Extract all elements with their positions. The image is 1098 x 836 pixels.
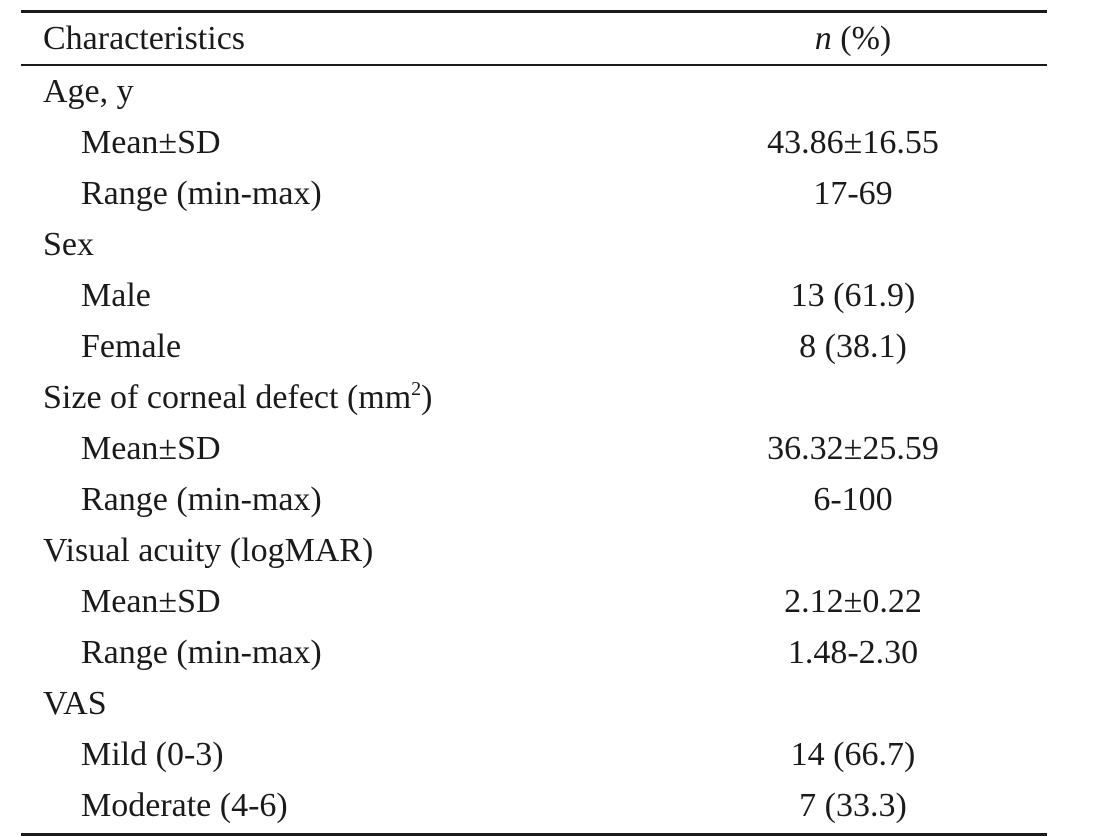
row-label: VAS [43,684,107,722]
table-row: Range (min-max) 1.48-2.30 [21,627,1047,678]
table-row: Mean±SD 36.32±25.59 [21,423,1047,474]
row-value: 7 (33.3) [799,786,907,824]
table-row-corneal-defect: Size of corneal defect (mm2) [21,372,1047,423]
table-row-vas: VAS [21,678,1047,729]
row-value: 1.48-2.30 [787,633,919,671]
row-value: 13 (61.9) [790,276,916,314]
header-row: Characteristics n (%) [21,13,1047,64]
header-percent: (%) [840,19,892,57]
row-label: Range (min-max) [81,480,322,518]
row-value: 6-100 [813,480,893,518]
row-label: Mean±SD [81,429,221,467]
row-label: Mean±SD [81,123,221,161]
row-label: Female [81,327,182,365]
table-row: Range (min-max) 17-69 [21,168,1047,219]
row-label: Mean±SD [81,582,221,620]
header-n-percent: n (%) [659,19,1047,57]
row-label: Mild (0-3) [81,735,224,773]
row-label-end: ) [421,378,433,416]
row-label: Sex [43,225,94,263]
table-row: Mild (0-3) 14 (66.7) [21,729,1047,780]
row-label: Range (min-max) [81,174,322,212]
row-value: 14 (66.7) [790,735,916,773]
header-rule [21,64,1047,66]
row-label: Range (min-max) [81,633,322,671]
row-value: 36.32±25.59 [767,429,939,467]
row-value: 17-69 [813,174,893,212]
row-label: Age, y [43,72,134,110]
row-value: 8 (38.1) [799,327,907,365]
row-label: Size of corneal defect (mm2) [21,377,659,416]
row-label: Moderate (4-6) [81,786,288,824]
table-row: Mean±SD 43.86±16.55 [21,117,1047,168]
table-row: Range (min-max) 6-100 [21,474,1047,525]
row-label: Visual acuity (logMAR) [43,531,374,569]
characteristics-table: Characteristics n (%) Age, y Mean±SD 43.… [21,10,1047,836]
table-row-age: Age, y [21,66,1047,117]
superscript-2: 2 [411,377,422,400]
table-row: Male 13 (61.9) [21,270,1047,321]
row-value: 43.86±16.55 [767,123,939,161]
table-row: Moderate (4-6) 7 (33.3) [21,780,1047,831]
row-label-text: Size of corneal defect (mm [43,378,412,416]
row-value: 2.12±0.22 [784,582,922,620]
header-characteristics: Characteristics [43,19,246,57]
top-rule [21,10,1047,13]
header-n: n [814,19,832,57]
table-row-sex: Sex [21,219,1047,270]
table-row: Female 8 (38.1) [21,321,1047,372]
row-label: Male [81,276,151,314]
table-row-visual-acuity: Visual acuity (logMAR) [21,525,1047,576]
table-row: Mean±SD 2.12±0.22 [21,576,1047,627]
